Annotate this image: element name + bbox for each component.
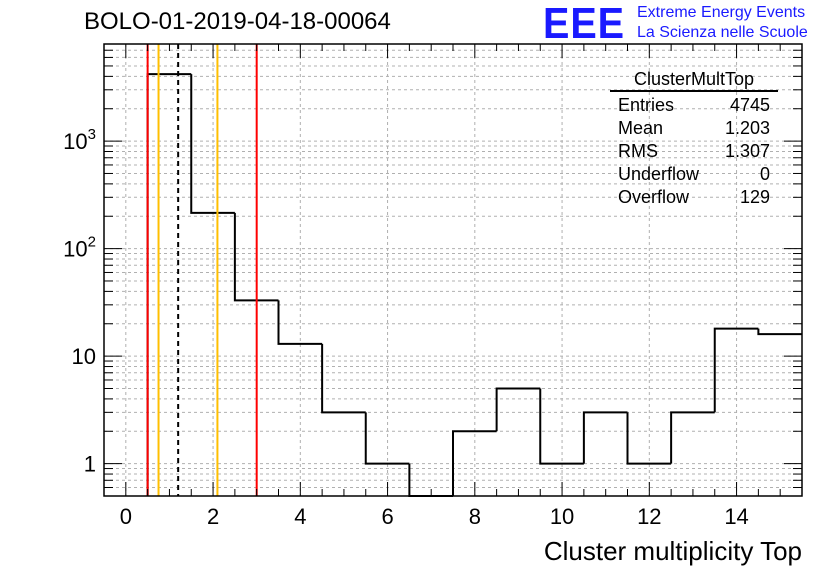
histogram-bin bbox=[364, 412, 410, 465]
stats-row-entries: Entries 4745 bbox=[610, 94, 778, 117]
histogram-bin bbox=[452, 430, 497, 496]
stats-label: Mean bbox=[618, 118, 664, 138]
stats-label: Overflow bbox=[618, 187, 690, 207]
histogram-bin bbox=[713, 327, 759, 413]
histogram-bin bbox=[321, 343, 366, 414]
x-tick-label: 8 bbox=[469, 504, 481, 529]
histogram-bin bbox=[277, 300, 323, 345]
histogram-bin bbox=[539, 388, 584, 465]
stats-label: Underflow bbox=[618, 164, 700, 184]
stats-value: 0 bbox=[759, 164, 770, 184]
histogram-bin bbox=[233, 212, 279, 302]
x-tick-label: 0 bbox=[120, 504, 132, 529]
x-tick-label: 2 bbox=[207, 504, 219, 529]
marker-lines bbox=[146, 44, 258, 496]
histogram-bin bbox=[757, 328, 802, 336]
y-tick-label: 103 bbox=[63, 126, 96, 154]
stats-value: 4745 bbox=[729, 95, 770, 115]
axes: 0 2 4 6 8 10 12 14 1 10 102 103 bbox=[63, 43, 803, 529]
grid bbox=[104, 43, 802, 497]
stats-row-underflow: Underflow 0 bbox=[610, 163, 778, 186]
stats-box: ClusterMultTop Entries 4745 Mean 1.203 R… bbox=[610, 68, 778, 209]
stats-value: 1.307 bbox=[724, 141, 770, 161]
y-tick-label: 10 bbox=[72, 344, 96, 369]
stats-label: RMS bbox=[618, 141, 658, 161]
x-tick-label: 4 bbox=[294, 504, 306, 529]
x-tick-label: 12 bbox=[637, 504, 661, 529]
stats-label: Entries bbox=[618, 95, 675, 115]
histogram-bin bbox=[190, 74, 235, 214]
eee-logo: EEE bbox=[543, 0, 625, 48]
x-axis-label: Cluster multiplicity Top bbox=[543, 536, 802, 566]
y-tick-label: 102 bbox=[63, 234, 96, 262]
stats-value: 1.203 bbox=[724, 118, 770, 138]
histogram-bin bbox=[146, 73, 192, 496]
histogram-bin bbox=[495, 387, 541, 432]
x-tick-label: 6 bbox=[381, 504, 393, 529]
histogram-bin bbox=[626, 412, 672, 465]
x-tick-label: 10 bbox=[550, 504, 574, 529]
stats-title: ClusterMultTop bbox=[610, 68, 778, 92]
histogram-bin bbox=[582, 411, 628, 464]
histogram-bin bbox=[670, 411, 715, 464]
chart-title: BOLO-01-2019-04-18-00064 bbox=[84, 8, 391, 35]
x-tick-label: 14 bbox=[724, 504, 748, 529]
stats-value: 129 bbox=[739, 187, 770, 207]
logo-line-1: Extreme Energy Events bbox=[637, 4, 806, 21]
y-tick-label: 1 bbox=[84, 452, 96, 477]
stats-row-overflow: Overflow 129 bbox=[610, 186, 778, 209]
stats-row-rms: RMS 1.307 bbox=[610, 140, 778, 163]
logo-line-2: La Scienza nelle Scuole bbox=[637, 24, 808, 41]
stats-row-mean: Mean 1.203 bbox=[610, 117, 778, 140]
